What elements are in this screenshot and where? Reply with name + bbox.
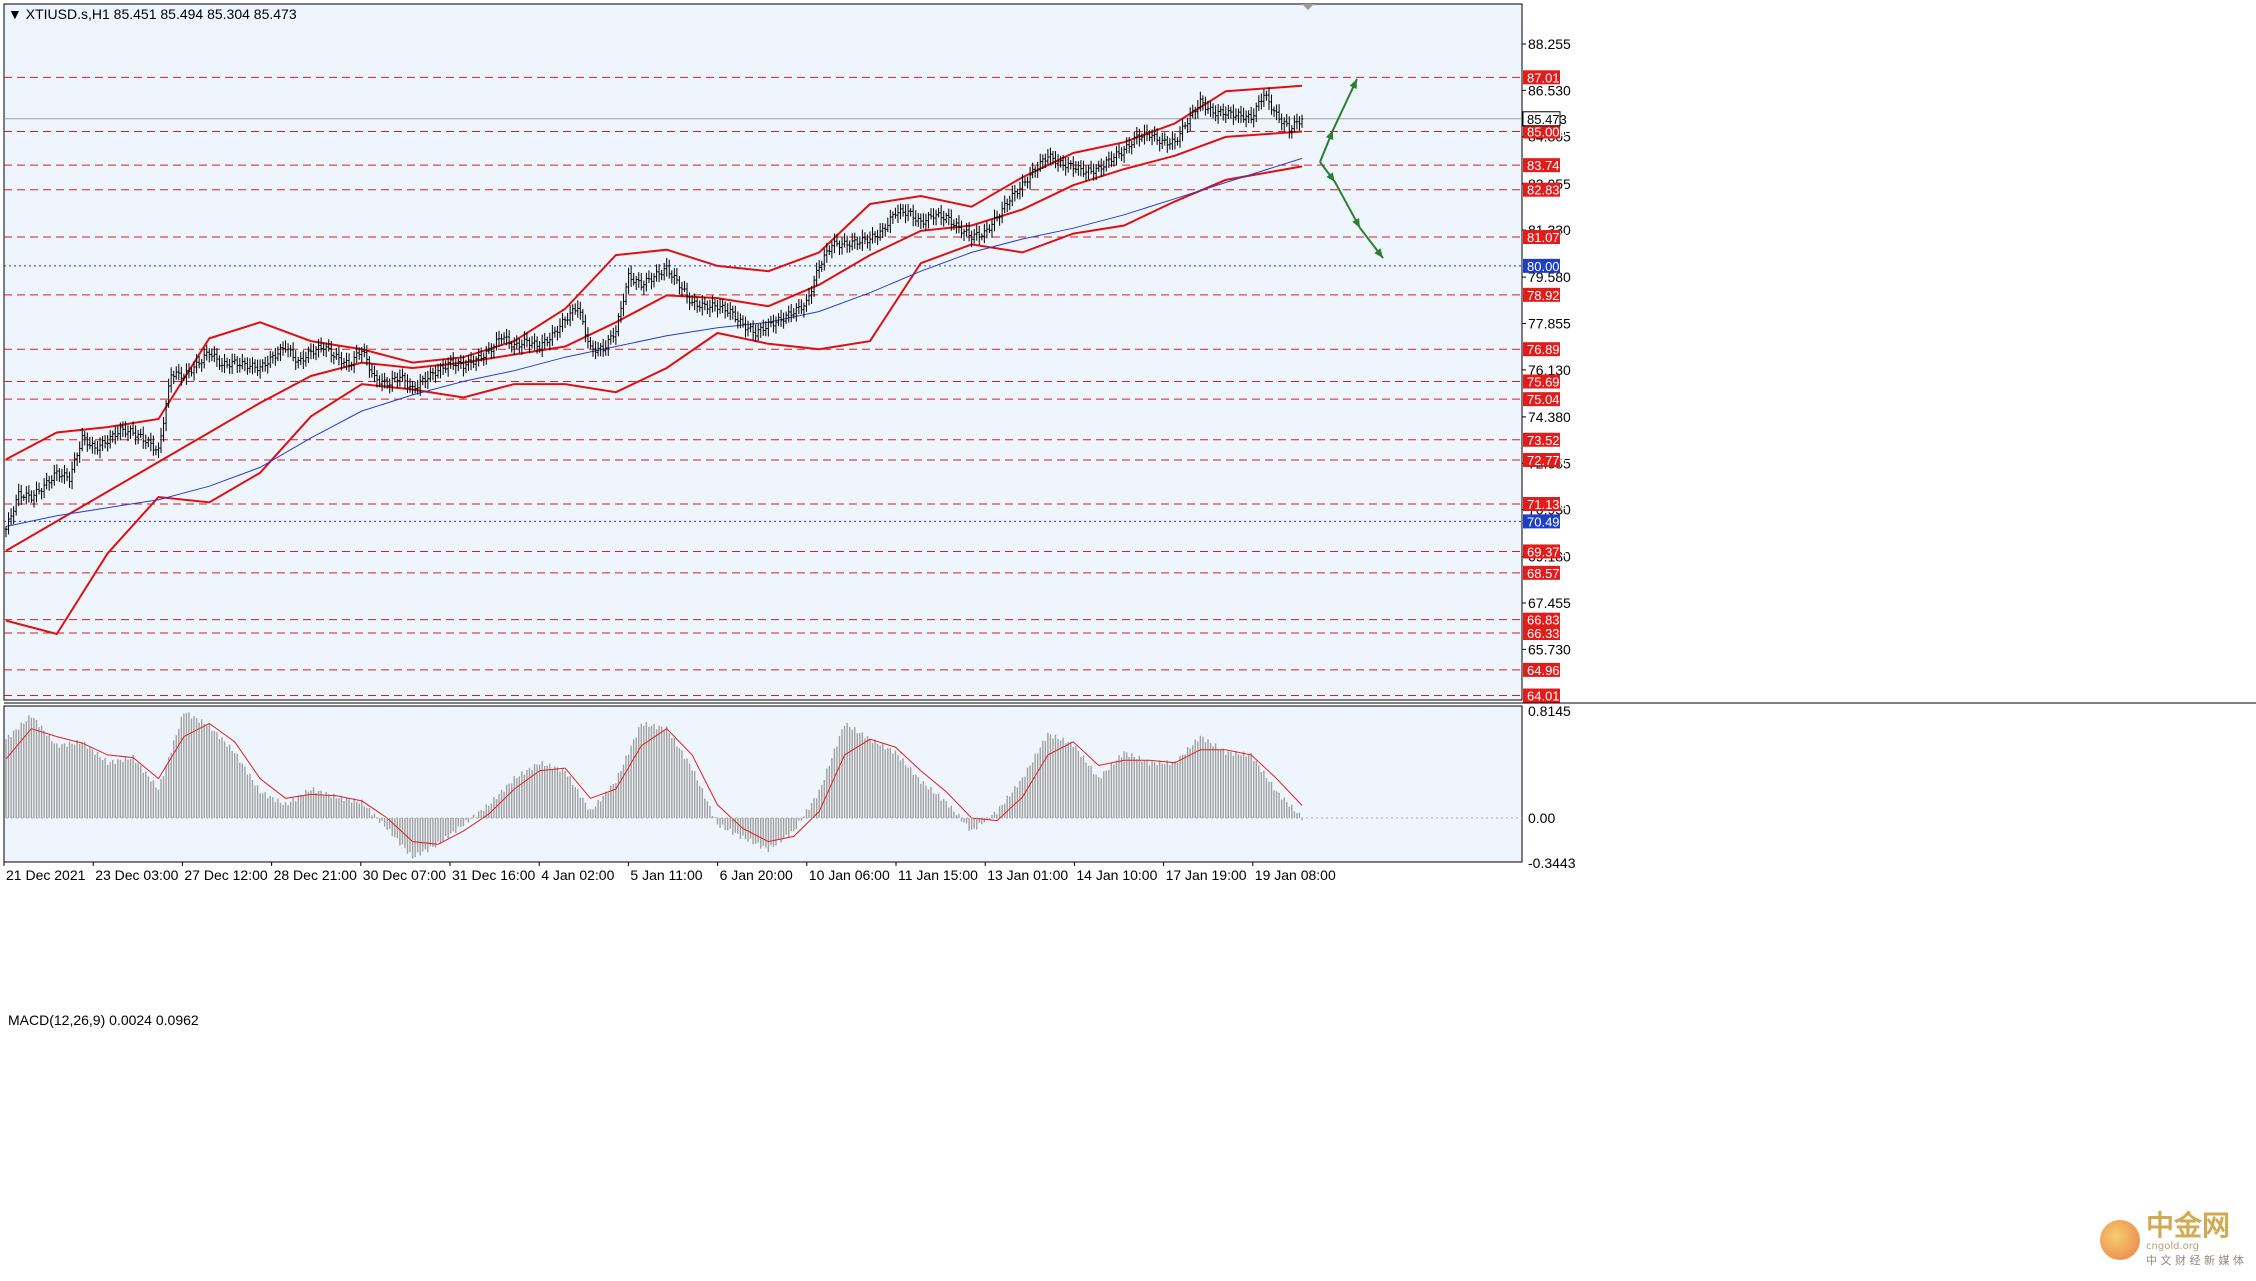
level-label: 78.922 [1527,288,1567,303]
y-tick-label: 76.130 [1528,362,1571,378]
chart-header: ▼ XTIUSD.s,H1 85.451 85.494 85.304 85.47… [8,6,297,22]
x-tick-label: 31 Dec 16:00 [452,867,535,883]
level-label-blue-bg [1523,258,1560,273]
main-plot-area [3,3,1523,701]
x-tick-label: 14 Jan 10:00 [1076,867,1157,883]
level-label-blue: 80.000 [1527,259,1567,274]
x-tick-label: 17 Jan 19:00 [1166,867,1247,883]
macd-signal-line [5,722,1303,845]
level-label-bg [1523,374,1560,389]
y-tick-label: 67.455 [1528,595,1571,611]
level-label-bg [1523,625,1560,640]
y-tick-label: 86.530 [1528,82,1571,98]
x-tick-label: 28 Dec 21:00 [274,867,357,883]
level-label-bg [1523,688,1560,703]
watermark-url: cngold.org [2146,1241,2200,1252]
current-price-label-bg [1522,111,1561,127]
level-label: 64.012 [1527,689,1567,704]
level-label: 81.072 [1527,230,1567,245]
current-price-label: 85.473 [1527,112,1567,127]
level-label-bg [1523,158,1560,173]
x-tick-label: 27 Dec 12:00 [184,867,267,883]
level-label: 71.138 [1527,497,1567,512]
watermark-brand: 中金网 [2146,1209,2231,1242]
level-label-blue: 70.492 [1527,514,1567,529]
level-label: 72.776 [1527,453,1567,468]
watermark: 中金网 cngold.org 中 文 财 经 新 媒 体 [2100,1211,2244,1268]
level-label: 83.747 [1527,158,1567,173]
macd-tick-label: -0.3443 [1528,855,1576,871]
level-label: 73.529 [1527,433,1567,448]
down-arrow-icon-head [1352,218,1360,228]
x-tick-label: 4 Jan 02:00 [541,867,614,883]
level-label-bg [1523,230,1560,245]
level-label-bg [1523,182,1560,197]
watermark-tagline: 中 文 财 经 新 媒 体 [2146,1254,2244,1267]
level-label: 87.015 [1527,70,1567,85]
x-tick-label: 21 Dec 2021 [6,867,86,883]
bollinger-lower [5,165,1303,636]
level-label: 85.000 [1527,124,1567,139]
x-tick-label: 5 Jan 11:00 [630,867,702,883]
level-label: 68.578 [1527,566,1567,581]
candles-group [4,87,1304,538]
level-label: 66.835 [1527,613,1567,628]
header-triangle-icon: ▼ [8,6,22,22]
y-tick-label: 88.255 [1528,36,1571,52]
y-tick-label: 77.855 [1528,316,1571,332]
level-label-bg [1523,565,1560,580]
level-label-bg [1523,612,1560,627]
y-tick-label: 65.730 [1528,641,1571,657]
bollinger-middle [5,130,1303,552]
level-label-bg [1523,392,1560,407]
macd-histogram [5,712,1303,859]
symbol-label: XTIUSD.s,H1 [25,6,110,22]
x-tick-label: 11 Jan 15:00 [898,867,978,883]
level-label-bg [1523,497,1560,512]
y-tick-label: 79.580 [1528,269,1571,285]
down-arrow-icon-head [1326,172,1335,182]
level-label: 76.899 [1527,342,1567,357]
level-label: 82.834 [1527,183,1567,198]
moving-average [5,157,1303,527]
macd-tick-label: 0.8145 [1528,703,1571,719]
macd-tick-label: 0.00 [1528,810,1555,826]
down-arrow-icon-head [1374,248,1383,258]
level-label: 64.966 [1527,663,1567,678]
macd-header: MACD(12,26,9) 0.0024 0.0962 [8,1012,199,1028]
shift-marker-icon [1302,4,1314,10]
up-arrow-icon-head [1325,130,1334,140]
level-label-bg [1523,432,1560,447]
x-tick-label: 19 Jan 08:00 [1255,867,1336,883]
level-label-blue-bg [1523,514,1560,529]
level-label-bg [1523,287,1560,302]
ohlc-values: 85.451 85.494 85.304 85.473 [113,6,297,22]
x-tick-label: 30 Dec 07:00 [363,867,446,883]
x-tick-label: 6 Jan 20:00 [720,867,793,883]
down-arrow-icon [1319,161,1384,259]
level-label-bg [1523,124,1560,139]
level-label: 75.040 [1527,392,1567,407]
level-label: 66.339 [1527,626,1567,641]
x-tick-label: 13 Jan 01:00 [987,867,1068,883]
level-label-bg [1523,342,1560,357]
up-arrow-icon-head [1349,79,1357,89]
level-label-bg [1523,544,1560,559]
level-label: 69.373 [1527,544,1567,559]
y-tick-label: 74.380 [1528,409,1571,425]
level-label: 75.696 [1527,375,1567,390]
level-label-bg [1523,70,1560,85]
x-tick-label: 10 Jan 06:00 [809,867,890,883]
watermark-logo-icon [2100,1219,2141,1260]
x-tick-label: 23 Dec 03:00 [95,867,178,883]
level-label-bg [1523,452,1560,467]
bollinger-upper [5,84,1303,461]
level-label-bg [1523,662,1560,677]
